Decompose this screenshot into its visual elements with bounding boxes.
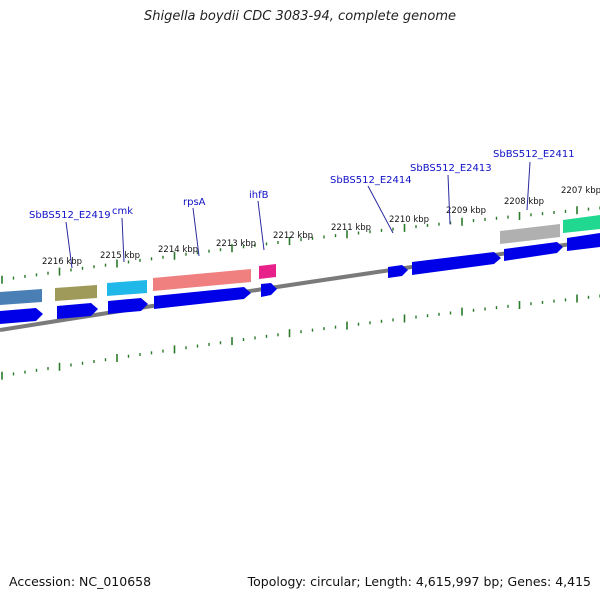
feature-rpsA[interactable] <box>153 269 251 291</box>
gene-label[interactable]: SbBS512_E2413 <box>410 163 492 174</box>
kbp-label: 2209 kbp <box>446 206 486 216</box>
summary-text: Topology: circular; Length: 4,615,997 bp… <box>247 574 591 589</box>
map-title: Shigella boydii CDC 3083-94, complete ge… <box>143 9 457 24</box>
kbp-label: 2211 kbp <box>331 223 371 233</box>
gene-label[interactable]: SbBS512_E2414 <box>330 175 412 186</box>
feature-track-top <box>0 215 600 305</box>
cds-arrow[interactable] <box>412 252 501 275</box>
feature-green[interactable] <box>563 215 600 233</box>
kbp-label: 2213 kbp <box>216 239 256 249</box>
feature-olive[interactable] <box>55 285 97 301</box>
gene-label[interactable]: SbBS512_E2411 <box>493 149 575 160</box>
cds-arrow[interactable] <box>261 283 277 297</box>
kbp-label: 2215 kbp <box>100 251 140 261</box>
kbp-label: 2212 kbp <box>273 231 313 241</box>
gene-label[interactable]: SbBS512_E2419 <box>29 210 111 221</box>
cds-arrow[interactable] <box>154 287 251 309</box>
gene-labels: SbBS512_E2419 cmk rpsA ihfB SbBS512_E241… <box>29 149 575 221</box>
kbp-label: 2216 kbp <box>42 257 82 267</box>
gene-label[interactable]: rpsA <box>183 197 206 208</box>
cds-arrow[interactable] <box>108 298 148 314</box>
cds-arrow[interactable] <box>504 242 563 261</box>
accession-text: Accession: NC_010658 <box>9 574 152 589</box>
feature-ihfB[interactable] <box>259 264 276 279</box>
gene-label[interactable]: cmk <box>112 206 133 217</box>
outer-tick-track <box>1 294 600 380</box>
inner-tick-track <box>1 206 600 284</box>
kbp-label: 2210 kbp <box>389 215 429 225</box>
kbp-label: 2207 kbp <box>561 186 600 196</box>
feature-cyan[interactable] <box>107 280 147 296</box>
cds-track <box>0 233 600 324</box>
kbp-label: 2214 kbp <box>158 245 198 255</box>
cds-arrow[interactable] <box>567 233 600 251</box>
kbp-label: 2208 kbp <box>504 197 544 207</box>
feature-grey[interactable] <box>500 224 560 244</box>
cds-arrow[interactable] <box>0 308 43 324</box>
cds-arrow[interactable] <box>57 303 98 319</box>
feature-steelblue[interactable] <box>0 289 42 305</box>
gene-leaders <box>65 161 531 269</box>
kbp-labels: 2216 kbp 2215 kbp 2214 kbp 2213 kbp 2212… <box>42 186 600 267</box>
gene-label[interactable]: ihfB <box>249 190 269 201</box>
cds-arrow[interactable] <box>388 265 408 278</box>
